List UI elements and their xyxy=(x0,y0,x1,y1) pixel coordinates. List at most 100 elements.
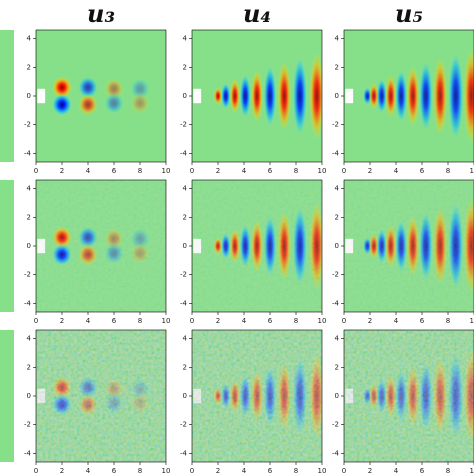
x-tick-label: 6 xyxy=(420,467,425,474)
y-tick-label: 4 xyxy=(335,35,340,43)
x-tick-label: 6 xyxy=(112,167,117,175)
x-tick-label: 8 xyxy=(446,467,450,474)
x-tick-label: 0 xyxy=(342,467,346,474)
x-tick-label: 4 xyxy=(242,167,247,175)
x-tick-label: 6 xyxy=(268,317,273,325)
panel: u₃ 0 2 4 6 8 10 -4 -2 0 2 4 xyxy=(24,0,170,175)
structure xyxy=(78,93,98,116)
structure xyxy=(376,78,387,114)
y-tick-label: 0 xyxy=(183,92,187,100)
structure xyxy=(78,76,98,99)
x-tick-label: 2 xyxy=(60,167,64,175)
y-tick-label: 2 xyxy=(183,63,187,71)
x-tick-label: 6 xyxy=(268,167,273,175)
y-tick-label: -4 xyxy=(24,299,32,307)
x-tick-label: 0 xyxy=(342,317,346,325)
panel: 0 2 4 6 8 10 -4 -2 0 2 4 xyxy=(180,329,326,474)
structure xyxy=(433,57,448,135)
y-tick-label: -2 xyxy=(332,121,339,129)
structure xyxy=(448,52,464,140)
y-tick-label: -2 xyxy=(332,271,339,279)
y-tick-label: -2 xyxy=(180,271,187,279)
structure xyxy=(419,61,433,131)
x-tick-label: 10 xyxy=(162,467,171,474)
x-tick-label: 4 xyxy=(86,467,91,474)
y-tick-label: 4 xyxy=(183,35,188,43)
heatmap xyxy=(192,180,322,312)
y-tick-label: 0 xyxy=(183,392,187,400)
x-tick-label: 10 xyxy=(318,167,327,175)
x-tick-label: 0 xyxy=(190,317,194,325)
y-tick-label: 0 xyxy=(27,242,31,250)
x-tick-label: 10 xyxy=(162,167,171,175)
structure xyxy=(463,48,474,144)
x-tick-label: 4 xyxy=(394,317,399,325)
y-tick-label: 2 xyxy=(183,363,187,371)
x-tick-label: 2 xyxy=(216,467,220,474)
heatmap xyxy=(344,180,474,312)
y-tick-label: -2 xyxy=(180,121,187,129)
heatmap xyxy=(192,330,322,462)
x-tick-label: 2 xyxy=(368,167,372,175)
panel: 0 2 4 6 8 10 -4 -2 0 2 4 xyxy=(332,329,474,474)
y-tick-label: 4 xyxy=(183,335,188,343)
y-tick-label: -4 xyxy=(180,449,188,457)
noise xyxy=(344,180,474,312)
y-tick-label: -4 xyxy=(180,299,188,307)
x-tick-label: 8 xyxy=(294,467,298,474)
y-tick-label: -4 xyxy=(24,449,32,457)
heatmap xyxy=(192,30,322,162)
y-tick-label: 4 xyxy=(335,185,340,193)
panel-title: u₅ xyxy=(395,0,423,28)
cut-panel xyxy=(0,180,14,312)
noise xyxy=(192,330,322,462)
x-tick-label: 6 xyxy=(268,467,273,474)
structure xyxy=(104,92,124,114)
y-tick-label: 4 xyxy=(27,335,32,343)
y-tick-label: 2 xyxy=(335,63,339,71)
x-tick-label: 4 xyxy=(394,167,399,175)
y-tick-label: -4 xyxy=(332,149,340,157)
panel-title: u₃ xyxy=(87,0,115,28)
x-tick-label: 0 xyxy=(34,317,38,325)
y-tick-label: 2 xyxy=(183,213,187,221)
cylinder xyxy=(193,88,202,104)
y-tick-label: 0 xyxy=(27,92,31,100)
panel: 0 2 4 6 8 10 -4 -2 0 2 4 xyxy=(180,179,326,325)
y-tick-label: 2 xyxy=(335,213,339,221)
y-tick-label: 0 xyxy=(335,242,339,250)
structure xyxy=(277,61,291,131)
x-tick-label: 10 xyxy=(470,317,474,325)
y-tick-label: -4 xyxy=(332,449,340,457)
structure xyxy=(309,52,322,140)
y-tick-label: -2 xyxy=(24,121,31,129)
x-tick-label: 6 xyxy=(420,167,425,175)
x-tick-label: 6 xyxy=(112,317,117,325)
y-tick-label: 4 xyxy=(335,335,340,343)
x-tick-label: 2 xyxy=(60,467,64,474)
x-tick-label: 6 xyxy=(420,317,425,325)
cut-panel xyxy=(0,330,14,462)
x-tick-label: 0 xyxy=(190,467,194,474)
y-tick-label: 2 xyxy=(27,213,31,221)
structure xyxy=(292,57,307,135)
y-tick-label: -2 xyxy=(24,271,31,279)
y-tick-label: 0 xyxy=(183,242,187,250)
heatmap xyxy=(36,30,166,162)
structure xyxy=(251,70,263,122)
x-tick-label: 2 xyxy=(368,467,372,474)
panel: 0 2 4 6 8 10 -4 -2 0 2 4 xyxy=(332,179,474,325)
panel: 0 2 4 6 8 10 -4 -2 0 2 4 xyxy=(24,179,170,325)
y-tick-label: 4 xyxy=(27,185,32,193)
structure xyxy=(221,83,231,109)
y-tick-label: -4 xyxy=(24,149,32,157)
x-tick-label: 2 xyxy=(216,167,220,175)
y-tick-label: 0 xyxy=(335,392,339,400)
noise xyxy=(36,330,166,462)
x-tick-label: 8 xyxy=(294,317,298,325)
y-tick-label: -2 xyxy=(180,421,187,429)
x-tick-label: 10 xyxy=(470,467,474,474)
x-tick-label: 0 xyxy=(342,167,346,175)
x-tick-label: 8 xyxy=(138,317,142,325)
